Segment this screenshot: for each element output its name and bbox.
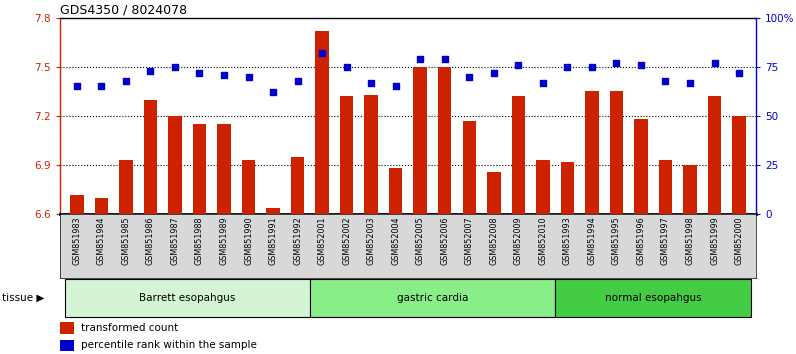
Bar — [267, 207, 280, 214]
Text: percentile rank within the sample: percentile rank within the sample — [80, 341, 256, 350]
Text: GSM852000: GSM852000 — [735, 217, 743, 265]
Text: GSM851990: GSM851990 — [244, 217, 253, 266]
Text: GSM851992: GSM851992 — [293, 217, 302, 266]
Bar — [242, 160, 256, 214]
Text: GSM851991: GSM851991 — [268, 217, 278, 266]
Point — [389, 84, 402, 89]
Point — [684, 80, 696, 85]
Text: GSM852010: GSM852010 — [538, 217, 548, 265]
Text: GSM851994: GSM851994 — [587, 217, 596, 266]
Point — [659, 78, 672, 84]
Text: GSM852006: GSM852006 — [440, 217, 449, 265]
Text: transformed count: transformed count — [80, 323, 178, 333]
Text: GSM851993: GSM851993 — [563, 217, 572, 266]
Point — [71, 84, 84, 89]
Text: tissue ▶: tissue ▶ — [2, 293, 45, 303]
Bar — [315, 31, 329, 214]
Text: GSM852002: GSM852002 — [342, 217, 351, 266]
Bar — [585, 91, 599, 214]
Point — [144, 68, 157, 74]
Point — [537, 80, 549, 85]
Bar — [438, 67, 451, 214]
Point — [610, 60, 622, 66]
Bar — [732, 116, 746, 214]
Point — [414, 56, 427, 62]
Text: GSM851998: GSM851998 — [685, 217, 694, 266]
Point — [586, 64, 599, 70]
Text: GSM852009: GSM852009 — [513, 217, 523, 266]
Text: GSM851985: GSM851985 — [122, 217, 131, 266]
Point — [95, 84, 107, 89]
Bar — [310, 279, 555, 317]
Bar — [708, 96, 721, 214]
Text: gastric cardia: gastric cardia — [396, 293, 468, 303]
Bar — [683, 165, 696, 214]
Point — [242, 74, 255, 79]
Point — [169, 64, 181, 70]
Bar — [365, 95, 378, 214]
Text: Barrett esopahgus: Barrett esopahgus — [139, 293, 236, 303]
Bar — [217, 124, 231, 214]
Bar — [512, 96, 525, 214]
Point — [487, 70, 500, 75]
Bar — [389, 168, 403, 214]
Bar — [291, 157, 304, 214]
Text: GSM851984: GSM851984 — [97, 217, 106, 265]
Bar — [555, 279, 751, 317]
Text: GSM852004: GSM852004 — [391, 217, 400, 265]
Point — [732, 70, 745, 75]
Text: GSM852001: GSM852001 — [318, 217, 326, 265]
Point — [463, 74, 476, 79]
Point — [340, 64, 353, 70]
Bar — [119, 160, 133, 214]
Text: GSM851988: GSM851988 — [195, 217, 204, 265]
Text: GSM851999: GSM851999 — [710, 217, 719, 266]
Bar — [70, 194, 84, 214]
Bar — [168, 116, 181, 214]
Text: GSM851983: GSM851983 — [72, 217, 81, 265]
Bar — [60, 322, 73, 333]
Point — [634, 62, 647, 68]
Text: GSM852007: GSM852007 — [465, 217, 474, 266]
Point — [512, 62, 525, 68]
Point — [217, 72, 230, 78]
Bar — [634, 119, 648, 214]
Bar — [413, 67, 427, 214]
Point — [267, 90, 279, 95]
Bar — [95, 198, 108, 214]
Point — [365, 80, 377, 85]
Text: GSM852003: GSM852003 — [367, 217, 376, 265]
Text: normal esopahgus: normal esopahgus — [605, 293, 701, 303]
Text: GSM851995: GSM851995 — [612, 217, 621, 266]
Text: GDS4350 / 8024078: GDS4350 / 8024078 — [60, 4, 187, 17]
Point — [561, 64, 574, 70]
Text: GSM851989: GSM851989 — [220, 217, 228, 266]
Text: GSM851996: GSM851996 — [637, 217, 646, 266]
Text: GSM851987: GSM851987 — [170, 217, 179, 266]
Text: GSM851986: GSM851986 — [146, 217, 155, 265]
Point — [708, 60, 721, 66]
Bar — [610, 91, 623, 214]
Point — [193, 70, 206, 75]
Point — [119, 78, 132, 84]
Bar — [487, 172, 501, 214]
Point — [291, 78, 304, 84]
Bar — [193, 124, 206, 214]
Point — [439, 56, 451, 62]
Text: GSM851997: GSM851997 — [661, 217, 670, 266]
Text: GSM852008: GSM852008 — [490, 217, 498, 265]
Bar — [560, 162, 574, 214]
Bar — [536, 160, 549, 214]
Bar — [340, 96, 353, 214]
Text: GSM852005: GSM852005 — [416, 217, 425, 266]
Bar — [659, 160, 672, 214]
Bar — [64, 279, 310, 317]
Bar — [60, 340, 73, 351]
Bar — [462, 121, 476, 214]
Bar — [144, 99, 157, 214]
Point — [316, 50, 329, 56]
